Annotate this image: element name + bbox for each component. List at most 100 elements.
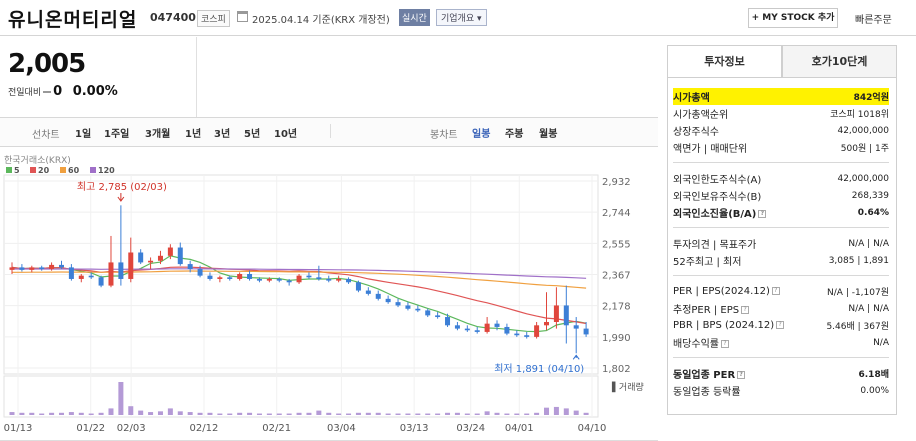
candle-body — [514, 333, 520, 336]
candle-body — [435, 315, 441, 318]
volume-bar — [454, 412, 460, 415]
pbr-row: PBR | BPS (2024.12)? 5.46배 | 367원 — [673, 317, 889, 334]
candle-body — [316, 277, 322, 279]
volume-bar — [544, 407, 550, 415]
volume-bar — [187, 412, 193, 415]
candle-body — [464, 328, 470, 331]
period-5y[interactable]: 5년 — [244, 129, 261, 140]
candle-daily[interactable]: 일봉 — [472, 129, 491, 140]
divider — [673, 162, 889, 163]
foreign-ratio-row: 외국인소진율(B/A)? 0.64% — [673, 204, 889, 221]
calendar-icon — [237, 11, 248, 22]
candle-chart-label: 봉차트 — [430, 130, 458, 141]
quick-order-link[interactable]: 빠른주문 — [855, 15, 892, 26]
realtime-button[interactable]: 실시간 — [399, 9, 430, 26]
candle-body — [237, 274, 243, 279]
tab-invest-info[interactable]: 투자정보 — [668, 46, 782, 77]
help-icon[interactable]: ? — [776, 321, 785, 329]
candle-body — [19, 267, 25, 270]
est-per-value: N/A | N/A — [848, 303, 889, 314]
ma-line-5 — [11, 255, 587, 333]
market-badge: 코스피 — [197, 10, 230, 27]
volume-bar — [157, 411, 163, 415]
volume-bar — [39, 413, 45, 415]
period-3m[interactable]: 3개월 — [145, 129, 171, 140]
candle-body — [563, 305, 569, 326]
candle-body — [484, 323, 490, 332]
volume-bar — [494, 412, 500, 415]
sector-rate-row: 동일업종 등락률 0.00% — [673, 382, 889, 399]
help-icon[interactable]: ? — [721, 340, 729, 348]
volume-bar — [474, 413, 480, 415]
candle-body — [544, 321, 550, 326]
volume-bar — [9, 412, 15, 415]
ma-legend-label: 120 — [98, 166, 115, 175]
candle-body — [138, 252, 144, 263]
candle-body — [167, 247, 173, 256]
volume-bar — [336, 413, 342, 415]
sector-rate-value: 0.00% — [860, 385, 889, 396]
add-mystock-button[interactable]: + MY STOCK 추가 — [748, 8, 838, 28]
volume-bar — [534, 412, 540, 415]
week52-value: 3,085 | 1,891 — [828, 255, 889, 266]
x-tick-label: 03/24 — [456, 423, 485, 434]
invest-table: 시가총액 842억원 시가총액순위 코스피 1018위 상장주식수 42,000,00… — [673, 88, 889, 399]
volume-bar — [88, 413, 94, 415]
period-10y[interactable]: 10년 — [274, 129, 298, 140]
volume-bar — [276, 413, 282, 415]
opinion-value: N/A | N/A — [848, 238, 889, 249]
current-price: 2,005 — [8, 49, 86, 79]
price-chart[interactable]: 2,932 2,744 2,555 2,367 2,178 1,990 1,802 01/13… — [0, 150, 658, 441]
dividend-row: 배당수익률? N/A — [673, 334, 889, 351]
volume-label: ▌거래량 — [611, 381, 644, 393]
volume-bar — [128, 406, 134, 415]
est-per-label: 추정PER | EPS — [673, 305, 740, 316]
x-tick-label: 04/01 — [505, 423, 534, 434]
volume-bar — [425, 413, 431, 415]
candle-body — [504, 326, 510, 334]
candle-monthly[interactable]: 월봉 — [539, 129, 558, 140]
ma-legend-swatch — [90, 167, 96, 173]
foreign-hold-row: 외국인보유주식수(B) 268,339 — [673, 187, 889, 204]
help-icon[interactable]: ? — [741, 306, 750, 314]
period-1d[interactable]: 1일 — [75, 129, 92, 140]
period-1y[interactable]: 1년 — [185, 129, 202, 140]
candle-weekly[interactable]: 주봉 — [505, 129, 524, 140]
volume-bar — [553, 406, 559, 415]
volume-bar — [148, 412, 154, 415]
face-value-row: 액면가 | 매매단위 500원 | 1주 — [673, 139, 889, 156]
period-3y[interactable]: 3년 — [214, 129, 231, 140]
volume-bar — [58, 412, 64, 415]
foreign-limit-value: 42,000,000 — [837, 173, 889, 184]
candle-body — [98, 277, 104, 286]
ma-line-120 — [12, 268, 587, 279]
volume-bar — [346, 413, 352, 415]
volume-bar — [385, 413, 391, 415]
candle-body — [227, 277, 233, 279]
tab-orderbook[interactable]: 호가10단계 — [782, 46, 896, 77]
candle-body — [346, 278, 352, 283]
week52-row: 52주최고 | 최저 3,085 | 1,891 — [673, 252, 889, 269]
volume-bar — [29, 412, 35, 415]
period-1w[interactable]: 1주일 — [104, 129, 130, 140]
candle-body — [415, 308, 421, 311]
volume-bar — [326, 412, 332, 415]
volume-bar — [484, 411, 490, 415]
help-icon[interactable]: ? — [758, 210, 767, 218]
divider — [673, 227, 889, 228]
candle-body — [58, 264, 64, 268]
volume-bar — [524, 413, 530, 415]
candle-body — [425, 310, 431, 316]
candle-body — [88, 275, 94, 278]
company-overview-button[interactable]: 기업개요 ▾ — [436, 9, 487, 26]
y-tick-label: 1,802 — [602, 364, 631, 375]
y-tick-label: 2,367 — [602, 271, 631, 282]
help-icon[interactable]: ? — [737, 371, 746, 379]
y-tick-label: 2,744 — [602, 208, 631, 219]
face-value: 500원 | 1주 — [840, 144, 889, 154]
help-icon[interactable]: ? — [771, 287, 780, 295]
per-row: PER | EPS(2024.12)? N/A | -1,107원 — [673, 283, 889, 300]
volume-bar — [514, 413, 520, 415]
candle-body — [326, 278, 332, 281]
candle-body — [296, 275, 302, 283]
